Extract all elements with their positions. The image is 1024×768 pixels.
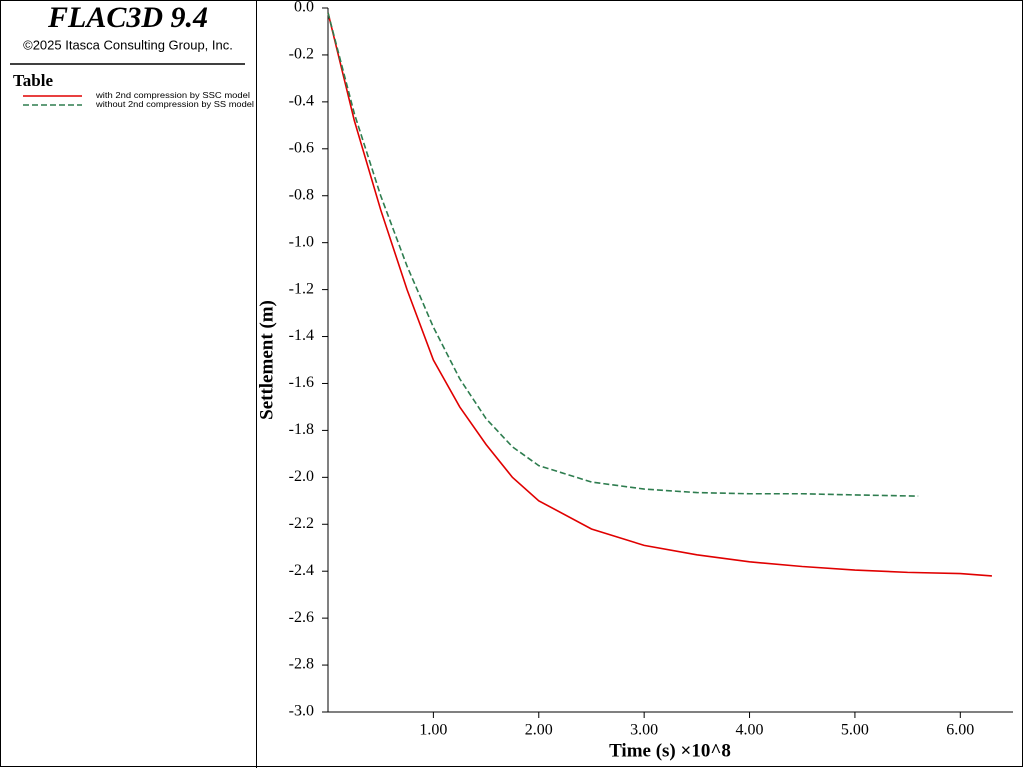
y-tick-label: -3.0 [289,703,314,720]
y-tick-label: -1.4 [289,327,314,344]
app-title: FLAC3D 9.4 [47,1,208,34]
y-tick-label: 0.0 [294,0,314,16]
y-tick-label: -2.0 [289,468,314,485]
y-axis-label: Settlement (m) [256,300,277,420]
y-tick-label: -1.2 [289,280,314,297]
copyright: ©2025 Itasca Consulting Group, Inc. [23,37,233,52]
x-tick-label: 6.00 [946,722,974,739]
legend-label: without 2nd compression by SS model [95,100,254,109]
y-tick-label: -0.8 [289,186,314,203]
x-tick-label: 5.00 [841,722,869,739]
x-tick-label: 3.00 [630,722,658,739]
series-line [327,12,992,577]
x-tick-label: 1.00 [419,722,447,739]
x-tick-label: 2.00 [525,722,553,739]
y-tick-label: -1.0 [289,233,314,250]
legend-title: Table [13,71,53,90]
series-line [327,12,919,497]
y-tick-label: -0.2 [289,46,314,63]
y-tick-label: -2.2 [289,515,314,532]
y-tick-label: -2.6 [289,609,314,626]
y-tick-label: -2.4 [289,562,314,579]
y-tick-label: -0.4 [289,93,314,110]
y-tick-label: -1.6 [289,374,314,391]
y-tick-label: -0.6 [289,139,314,156]
x-axis-label: Time (s) ×10^8 [609,740,731,761]
y-tick-label: -2.8 [289,656,314,673]
x-tick-label: 4.00 [736,722,764,739]
y-tick-label: -1.8 [289,421,314,438]
legend-label: with 2nd compression by SSC model [95,91,250,100]
